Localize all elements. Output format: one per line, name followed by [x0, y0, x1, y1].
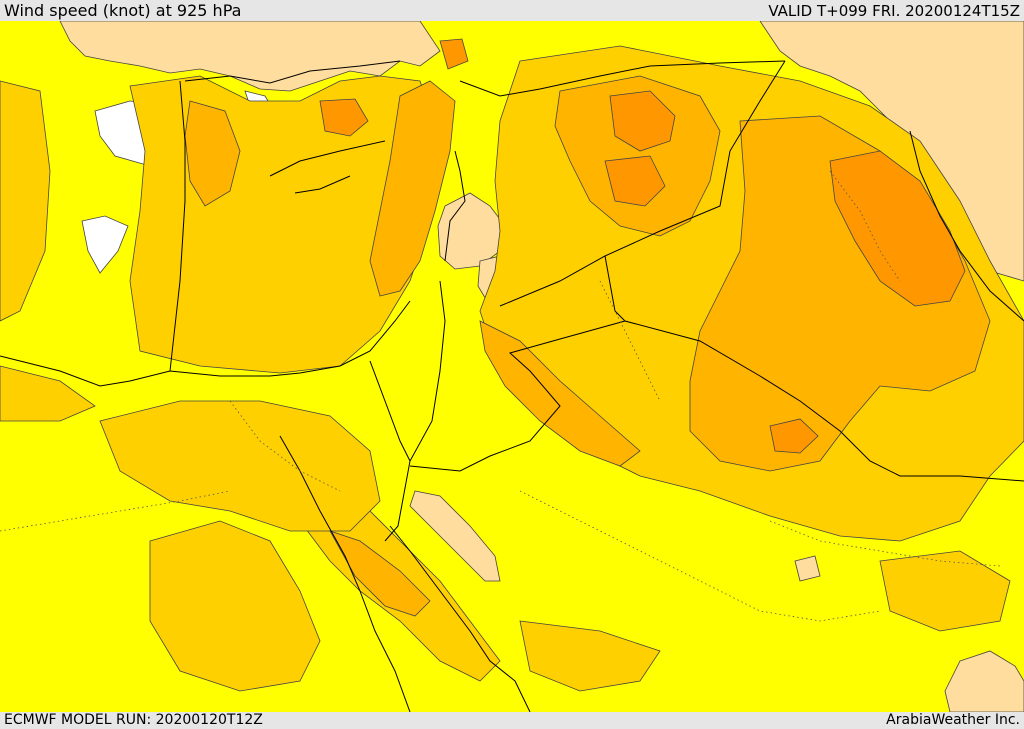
- map-title: Wind speed (knot) at 925 hPa: [4, 1, 242, 20]
- province-boundaries: [0, 170, 1001, 622]
- border-coastline-egypt: [0, 300, 411, 387]
- border-lebanon: [444, 150, 466, 262]
- border-jordan-iraq: [604, 255, 1024, 482]
- speed-area-saudi-south: [519, 620, 661, 692]
- strong-area-cyprus-west: [184, 100, 241, 207]
- speed-area-egypt-coast: [0, 365, 96, 422]
- strong-area-levant: [369, 80, 456, 297]
- strong-area-jordan-east: [479, 320, 641, 467]
- low-speed-area-north: [59, 21, 441, 92]
- speed-area-saudi-east: [879, 550, 1011, 632]
- border-jordan-israel: [384, 280, 446, 542]
- wind-speed-map[interactable]: [0, 21, 1024, 712]
- border-turkey-coast: [184, 60, 401, 84]
- border-syria-iraq: [499, 60, 786, 307]
- border-sinai-east: [389, 525, 531, 712]
- speed-area-west: [0, 80, 51, 322]
- max-area-lebanon: [319, 98, 369, 137]
- border-sinai-gulf: [279, 435, 411, 712]
- speed-area-egypt-south: [149, 520, 321, 692]
- model-run: ECMWF MODEL RUN: 20200120T12Z: [4, 712, 263, 728]
- max-area-syria-2: [604, 155, 666, 207]
- low-speed-area-east-bottom: [944, 650, 1024, 712]
- low-speed-area-small-2: [794, 555, 821, 582]
- max-area-saudi: [769, 418, 819, 454]
- country-borders: [0, 60, 1024, 712]
- credit: ArabiaWeather Inc.: [886, 712, 1020, 728]
- border-jordan-saudi: [409, 320, 626, 472]
- strong-area-syria-north: [554, 75, 721, 237]
- border-cyprus: [269, 140, 386, 194]
- calm-area-2: [81, 215, 129, 274]
- border-egypt-israel: [369, 360, 411, 462]
- border-egypt-libya: [169, 80, 186, 372]
- border-iraq-iran: [909, 130, 1024, 322]
- footer-bar: ECMWF MODEL RUN: 20200120T12Z ArabiaWeat…: [0, 712, 1024, 729]
- max-area-iraq: [829, 150, 966, 307]
- valid-time: VALID T+099 FRI. 20200124T15Z: [768, 2, 1020, 20]
- low-speed-area-sinai: [409, 490, 501, 582]
- strong-area-red-sea: [329, 530, 431, 617]
- map-canvas: [0, 21, 1024, 712]
- max-area-cyprus-east: [439, 38, 469, 70]
- max-area-syria: [609, 90, 676, 152]
- header-bar: Wind speed (knot) at 925 hPa VALID T+099…: [0, 0, 1024, 21]
- speed-area-central: [99, 400, 381, 532]
- border-turkey-syria: [459, 60, 786, 97]
